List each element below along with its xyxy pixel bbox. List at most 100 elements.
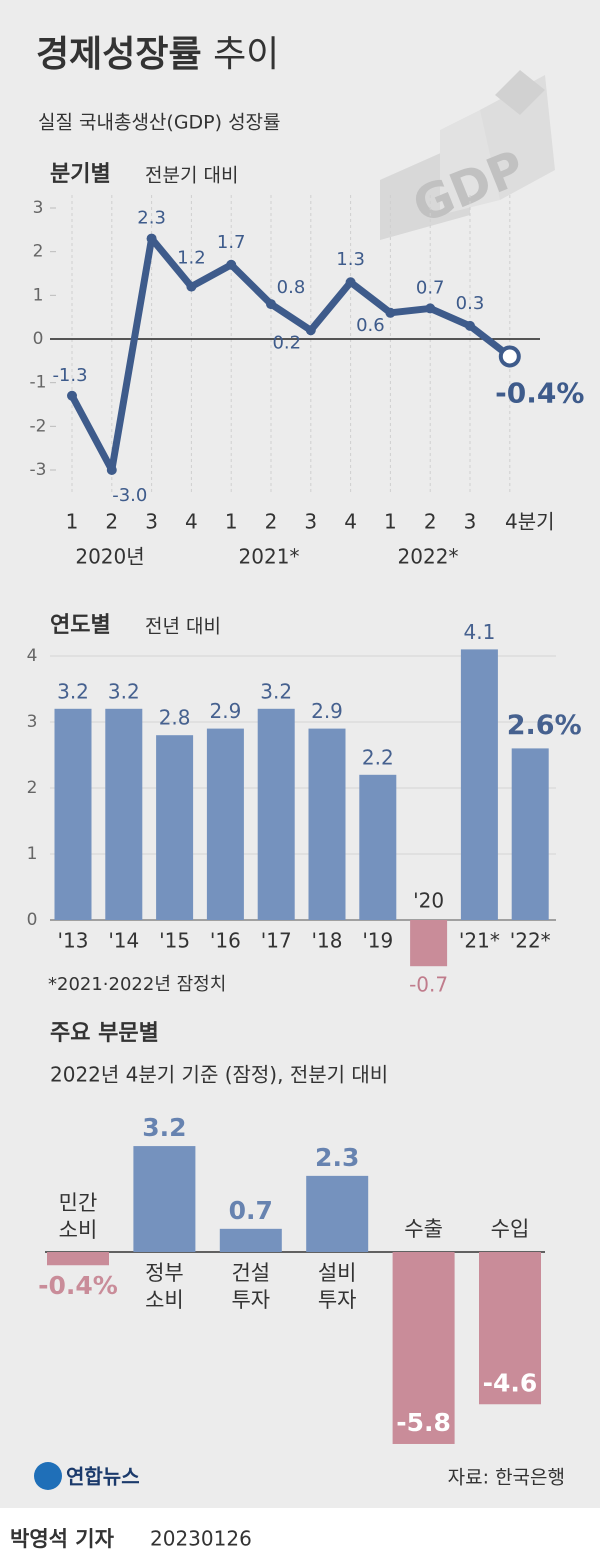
x-tick-label: '13: [58, 929, 89, 953]
y-tick-label: 4: [27, 646, 38, 666]
subtitle: 실질 국내총생산(GDP) 성장률: [38, 112, 281, 134]
point: [425, 303, 436, 314]
value-label: 2.3: [315, 1143, 359, 1172]
y-tick-label: 2: [33, 242, 44, 262]
section-subtitle: 2022년 4분기 기준 (잠정), 전분기 대비: [50, 1063, 388, 1087]
point: [266, 299, 276, 310]
x-tick-label: 3: [464, 510, 477, 534]
x-tick-label: '21*: [459, 929, 500, 953]
gdp-decor: GDP: [380, 70, 555, 240]
bar: [511, 748, 549, 920]
point: [345, 277, 356, 288]
point: [106, 465, 117, 475]
x-tick-label: '17: [261, 929, 292, 953]
value-label: 0.7: [416, 277, 445, 298]
point: [186, 281, 197, 292]
point: [305, 325, 316, 336]
x-tick-label: '16: [210, 929, 241, 953]
line: [68, 235, 514, 474]
value-label: 0.7: [229, 1196, 273, 1225]
value-label: -1.3: [52, 365, 87, 386]
value-label: 2.9: [311, 699, 343, 723]
y-tick-label: -1: [30, 373, 47, 393]
category-label: 수출: [404, 1217, 443, 1241]
x-tick-label: 3: [145, 510, 158, 534]
y-tick-label: 0: [27, 910, 38, 930]
x-tick-label: '19: [362, 929, 393, 953]
year-label: 2020년: [75, 545, 144, 569]
x-tick-label: '15: [159, 929, 190, 953]
y-tick-label: 0: [33, 329, 44, 349]
point: [226, 259, 237, 270]
bar: [479, 1252, 541, 1405]
bar: [359, 774, 397, 920]
x-tick-label: '14: [108, 929, 139, 953]
section-subtitle: 전년 대비: [145, 616, 221, 638]
x-tick-label: 4분기: [505, 510, 555, 534]
value-label: -0.4%: [38, 1271, 118, 1300]
y-tick-label: 2: [27, 778, 38, 798]
bar: [257, 708, 295, 920]
value-label: 2.8: [159, 706, 191, 730]
category-label: 정부 소비: [145, 1261, 184, 1312]
y-tick-label: -2: [30, 416, 47, 436]
footnote: *2021·2022년 잠정치: [48, 974, 226, 995]
footer-strip: [0, 1508, 600, 1564]
point: [385, 307, 396, 318]
section-subtitle: 전분기 대비: [145, 165, 238, 187]
bar: [460, 649, 498, 920]
bar: [306, 1175, 369, 1252]
x-tick-label: 1: [384, 510, 397, 534]
bar: [410, 920, 448, 967]
point: [146, 233, 157, 244]
value-label: 4.1: [463, 620, 495, 644]
x-tick-label: '20: [413, 889, 444, 913]
category-label: 민간 소비: [58, 1191, 98, 1242]
x-tick-label: 3: [304, 510, 317, 534]
x-tick-label: 4: [185, 510, 198, 534]
x-tick-label: 4: [344, 510, 357, 534]
title: 경제성장률 추이: [36, 34, 279, 75]
value-label: 0.2: [272, 332, 301, 353]
end-marker: [498, 345, 521, 368]
value-label: 1.7: [217, 232, 246, 253]
value-label: 0.8: [277, 277, 306, 298]
bar: [308, 728, 346, 920]
logo-text: 연합뉴스: [66, 1465, 140, 1489]
reporter: 박영석 기자: [10, 1527, 115, 1551]
y-tick-label: -3: [30, 460, 47, 480]
value-label: 2.9: [209, 699, 241, 723]
bar: [105, 708, 143, 920]
y-tick-label: 3: [33, 198, 44, 218]
value-label: 2.2: [362, 745, 394, 769]
section-title: 연도별: [50, 613, 111, 638]
year-label: 2022*: [398, 545, 459, 569]
x-tick-label: '22*: [510, 929, 551, 953]
title-suffix: 추이: [213, 34, 279, 75]
bar: [392, 1252, 455, 1444]
section-title: 주요 부문별: [50, 1021, 159, 1046]
value-label: 3.2: [108, 679, 140, 703]
value-label: -4.6: [483, 1368, 538, 1397]
y-tick-label: 3: [27, 712, 38, 732]
value-label: 3.2: [142, 1113, 186, 1142]
bar: [47, 1252, 109, 1266]
category-label: 수입: [490, 1217, 530, 1241]
bar: [219, 1228, 282, 1252]
y-tick-label: 1: [27, 844, 38, 864]
x-tick-label: '18: [312, 929, 343, 953]
x-tick-label: 2: [265, 510, 278, 534]
section-title: 분기별: [50, 162, 111, 187]
value-label: 0.6: [356, 315, 385, 336]
value-label: 0.3: [456, 293, 485, 314]
bar: [133, 1146, 196, 1252]
logo: 연합뉴스: [34, 1462, 140, 1490]
title-main: 경제성장률: [36, 34, 202, 75]
source: 자료: 한국은행: [448, 1467, 565, 1489]
y-tick-label: 1: [33, 285, 44, 305]
point: [465, 320, 475, 331]
bar: [206, 728, 244, 920]
value-label: 3.2: [57, 679, 89, 703]
